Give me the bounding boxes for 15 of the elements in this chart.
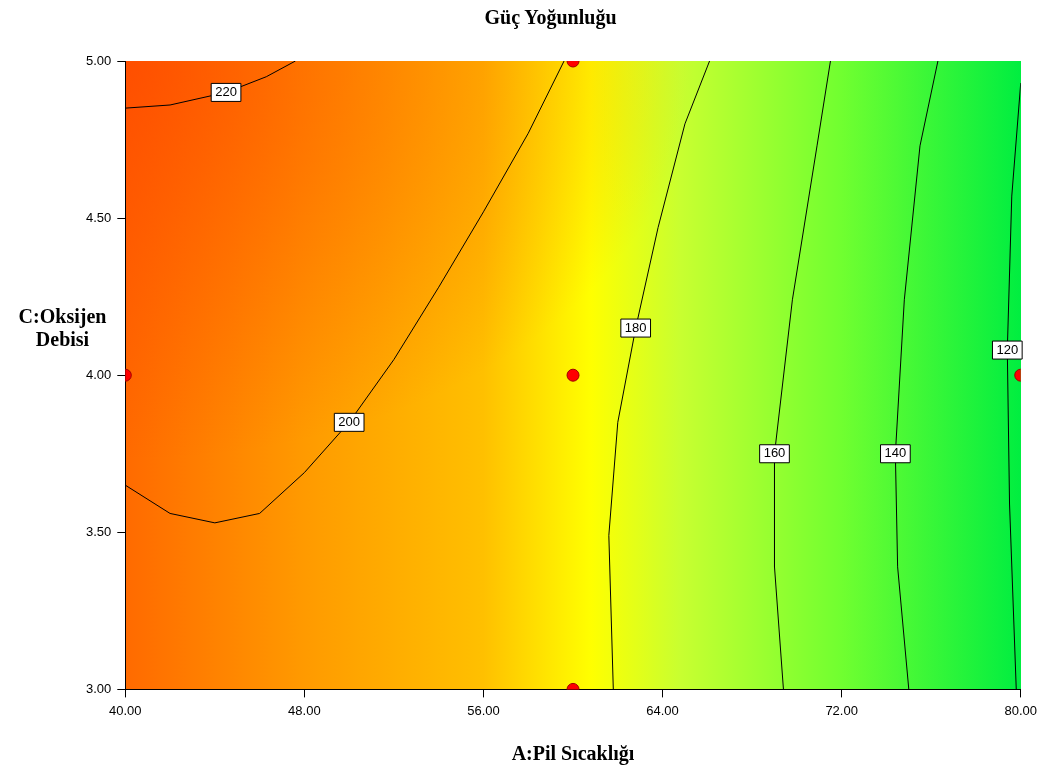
- chart-title: Güç Yoğunluğu: [484, 6, 617, 30]
- x-tick-label: 80.00: [1004, 702, 1038, 718]
- x-tick-label: 56.00: [467, 702, 500, 718]
- point: [566, 368, 580, 382]
- y-tick-label: 3.50: [85, 523, 112, 539]
- x-tick-label: 64.00: [646, 702, 679, 718]
- x-axis-title: A:Pil Sıcaklığı: [511, 742, 635, 766]
- x-tick-label: 48.00: [288, 702, 321, 718]
- y-axis-title: C:Oksijen Debisi: [17, 305, 108, 352]
- y-tick-label: 4.00: [85, 366, 112, 382]
- y-tick-label: 3.00: [85, 680, 112, 696]
- y-tick-label: 5.00: [85, 52, 112, 68]
- y-tick-label: 4.50: [85, 209, 112, 225]
- x-tick-label: 40.00: [109, 702, 142, 718]
- x-tick-label: 72.00: [825, 702, 858, 718]
